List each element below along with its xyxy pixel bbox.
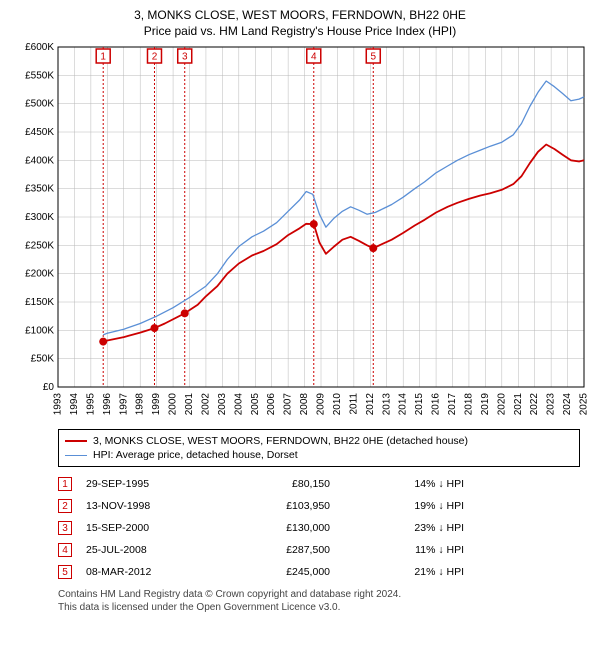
- table-row: 3 15-SEP-2000 £130,000 23% ↓ HPI: [58, 517, 580, 539]
- svg-text:1993: 1993: [53, 393, 64, 416]
- sale-price: £103,950: [220, 500, 330, 512]
- svg-text:4: 4: [311, 52, 317, 63]
- svg-text:1997: 1997: [118, 393, 129, 416]
- legend-label: HPI: Average price, detached house, Dors…: [93, 449, 298, 461]
- legend-label: 3, MONKS CLOSE, WEST MOORS, FERNDOWN, BH…: [93, 435, 468, 447]
- svg-text:2016: 2016: [431, 393, 442, 416]
- sale-date: 08-MAR-2012: [86, 566, 206, 578]
- svg-text:2009: 2009: [316, 393, 327, 416]
- sale-marker-badge: 3: [58, 521, 72, 535]
- svg-text:1: 1: [100, 52, 106, 63]
- sale-date: 29-SEP-1995: [86, 478, 206, 490]
- sale-marker-badge: 4: [58, 543, 72, 557]
- legend: 3, MONKS CLOSE, WEST MOORS, FERNDOWN, BH…: [58, 429, 580, 467]
- svg-text:2001: 2001: [184, 393, 195, 416]
- svg-text:1999: 1999: [151, 393, 162, 416]
- svg-text:£200K: £200K: [25, 269, 54, 280]
- svg-text:2010: 2010: [332, 393, 343, 416]
- sale-marker-badge: 5: [58, 565, 72, 579]
- svg-text:£100K: £100K: [25, 326, 54, 337]
- sale-price: £245,000: [220, 566, 330, 578]
- svg-text:2023: 2023: [546, 393, 557, 416]
- svg-text:2000: 2000: [168, 393, 179, 416]
- sale-date: 13-NOV-1998: [86, 500, 206, 512]
- sale-vs-hpi: 21% ↓ HPI: [344, 566, 464, 578]
- svg-text:5: 5: [370, 52, 376, 63]
- svg-text:2018: 2018: [463, 393, 474, 416]
- footer: Contains HM Land Registry data © Crown c…: [58, 589, 580, 614]
- sale-date: 15-SEP-2000: [86, 522, 206, 534]
- chart-title: 3, MONKS CLOSE, WEST MOORS, FERNDOWN, BH…: [10, 8, 590, 39]
- svg-text:2008: 2008: [299, 393, 310, 416]
- legend-swatch: [65, 440, 87, 442]
- svg-text:2013: 2013: [381, 393, 392, 416]
- chart-svg: £0 £50K £100K £150K £200K £250K £300K £350K £400…: [10, 41, 590, 421]
- chart: £0 £50K £100K £150K £200K £250K £300K £350K £400…: [10, 41, 590, 421]
- footer-line-1: Contains HM Land Registry data © Crown c…: [58, 589, 580, 602]
- svg-text:2011: 2011: [348, 393, 359, 415]
- table-row: 4 25-JUL-2008 £287,500 11% ↓ HPI: [58, 539, 580, 561]
- svg-text:1998: 1998: [135, 393, 146, 416]
- svg-text:£550K: £550K: [25, 71, 54, 82]
- svg-text:2025: 2025: [579, 393, 590, 416]
- svg-text:1996: 1996: [102, 393, 113, 416]
- sale-marker-badge: 2: [58, 499, 72, 513]
- legend-swatch: [65, 455, 87, 456]
- title-line-1: 3, MONKS CLOSE, WEST MOORS, FERNDOWN, BH…: [10, 8, 590, 24]
- svg-text:£600K: £600K: [25, 42, 54, 53]
- title-line-2: Price paid vs. HM Land Registry's House …: [10, 24, 590, 40]
- sale-vs-hpi: 11% ↓ HPI: [344, 544, 464, 556]
- svg-text:£450K: £450K: [25, 127, 54, 138]
- sale-price: £80,150: [220, 478, 330, 490]
- svg-text:3: 3: [182, 52, 188, 63]
- svg-text:2024: 2024: [562, 393, 573, 416]
- svg-text:2015: 2015: [414, 393, 425, 416]
- figure-container: 3, MONKS CLOSE, WEST MOORS, FERNDOWN, BH…: [0, 0, 600, 624]
- svg-text:£400K: £400K: [25, 156, 54, 167]
- svg-text:£300K: £300K: [25, 212, 54, 223]
- svg-text:£250K: £250K: [25, 241, 54, 252]
- sale-date: 25-JUL-2008: [86, 544, 206, 556]
- svg-text:2020: 2020: [496, 393, 507, 416]
- footer-line-2: This data is licensed under the Open Gov…: [58, 602, 580, 615]
- sale-price: £287,500: [220, 544, 330, 556]
- sale-vs-hpi: 23% ↓ HPI: [344, 522, 464, 534]
- svg-text:2019: 2019: [480, 393, 491, 416]
- svg-text:2014: 2014: [398, 393, 409, 416]
- svg-text:2002: 2002: [200, 393, 211, 416]
- sale-price: £130,000: [220, 522, 330, 534]
- svg-text:£50K: £50K: [31, 354, 55, 365]
- svg-text:2004: 2004: [233, 393, 244, 416]
- svg-text:2006: 2006: [266, 393, 277, 416]
- table-row: 2 13-NOV-1998 £103,950 19% ↓ HPI: [58, 495, 580, 517]
- legend-row: HPI: Average price, detached house, Dors…: [65, 448, 573, 462]
- svg-text:£150K: £150K: [25, 297, 54, 308]
- sale-vs-hpi: 14% ↓ HPI: [344, 478, 464, 490]
- svg-text:2017: 2017: [447, 393, 458, 416]
- sale-vs-hpi: 19% ↓ HPI: [344, 500, 464, 512]
- table-row: 5 08-MAR-2012 £245,000 21% ↓ HPI: [58, 561, 580, 583]
- sales-table: 1 29-SEP-1995 £80,150 14% ↓ HPI 2 13-NOV-1998…: [58, 473, 580, 583]
- table-row: 1 29-SEP-1995 £80,150 14% ↓ HPI: [58, 473, 580, 495]
- svg-text:2022: 2022: [529, 393, 540, 416]
- svg-text:£500K: £500K: [25, 99, 54, 110]
- svg-text:2005: 2005: [250, 393, 261, 416]
- svg-text:1994: 1994: [69, 393, 80, 416]
- legend-row: 3, MONKS CLOSE, WEST MOORS, FERNDOWN, BH…: [65, 434, 573, 448]
- svg-text:£350K: £350K: [25, 184, 54, 195]
- sale-marker-badge: 1: [58, 477, 72, 491]
- svg-text:2012: 2012: [365, 393, 376, 416]
- svg-text:2021: 2021: [513, 393, 524, 416]
- svg-text:2007: 2007: [283, 393, 294, 416]
- svg-text:2: 2: [152, 52, 158, 63]
- svg-text:2003: 2003: [217, 393, 228, 416]
- svg-text:1995: 1995: [85, 393, 96, 416]
- svg-text:£0: £0: [43, 382, 55, 393]
